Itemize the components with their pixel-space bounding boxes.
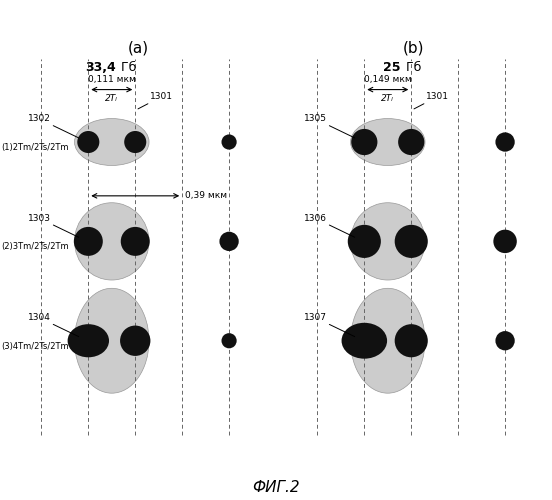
Ellipse shape	[496, 331, 514, 350]
Ellipse shape	[351, 288, 425, 393]
Text: Гб: Гб	[118, 61, 137, 74]
Ellipse shape	[351, 129, 378, 155]
Ellipse shape	[342, 323, 387, 358]
Ellipse shape	[395, 324, 428, 358]
Text: (2)3Tm/2Ts/2Tm: (2)3Tm/2Ts/2Tm	[2, 242, 69, 252]
Text: ФИГ.2: ФИГ.2	[252, 480, 300, 495]
Text: 1304: 1304	[28, 313, 79, 336]
Text: 0,39 мкм: 0,39 мкм	[185, 192, 227, 200]
Text: (b): (b)	[404, 40, 424, 56]
Text: 0,149 мкм: 0,149 мкм	[364, 74, 412, 84]
Ellipse shape	[75, 118, 149, 166]
Ellipse shape	[496, 132, 514, 152]
Text: 1301: 1301	[414, 92, 449, 109]
Ellipse shape	[74, 227, 103, 256]
Text: 1307: 1307	[304, 313, 355, 336]
Text: (a): (a)	[128, 40, 148, 56]
Ellipse shape	[121, 227, 150, 256]
Text: (3)4Tm/2Ts/2Tm: (3)4Tm/2Ts/2Tm	[2, 342, 69, 351]
Text: 0,111 мкм: 0,111 мкм	[88, 74, 136, 84]
Text: (1)2Tm/2Ts/2Tm: (1)2Tm/2Ts/2Tm	[2, 143, 69, 152]
Text: 33,4: 33,4	[85, 61, 116, 74]
Text: 1303: 1303	[28, 214, 79, 237]
Text: 1301: 1301	[138, 92, 173, 109]
Text: 1306: 1306	[304, 214, 355, 237]
Ellipse shape	[124, 131, 146, 153]
Text: 2Tₗ: 2Tₗ	[381, 94, 394, 102]
Ellipse shape	[351, 118, 425, 166]
Ellipse shape	[120, 326, 150, 356]
Text: 1305: 1305	[304, 114, 355, 138]
Ellipse shape	[493, 230, 517, 253]
Ellipse shape	[77, 131, 99, 153]
Ellipse shape	[398, 129, 424, 155]
Ellipse shape	[351, 202, 425, 280]
Ellipse shape	[348, 225, 381, 258]
Ellipse shape	[68, 324, 109, 358]
Ellipse shape	[220, 232, 239, 251]
Ellipse shape	[221, 134, 237, 150]
Text: 2Tₗ: 2Tₗ	[105, 94, 118, 102]
Ellipse shape	[75, 288, 149, 393]
Text: 1302: 1302	[28, 114, 79, 138]
Ellipse shape	[221, 333, 237, 348]
Text: Гб: Гб	[401, 61, 421, 74]
Ellipse shape	[395, 225, 428, 258]
Text: 25: 25	[383, 61, 400, 74]
Ellipse shape	[75, 202, 149, 280]
